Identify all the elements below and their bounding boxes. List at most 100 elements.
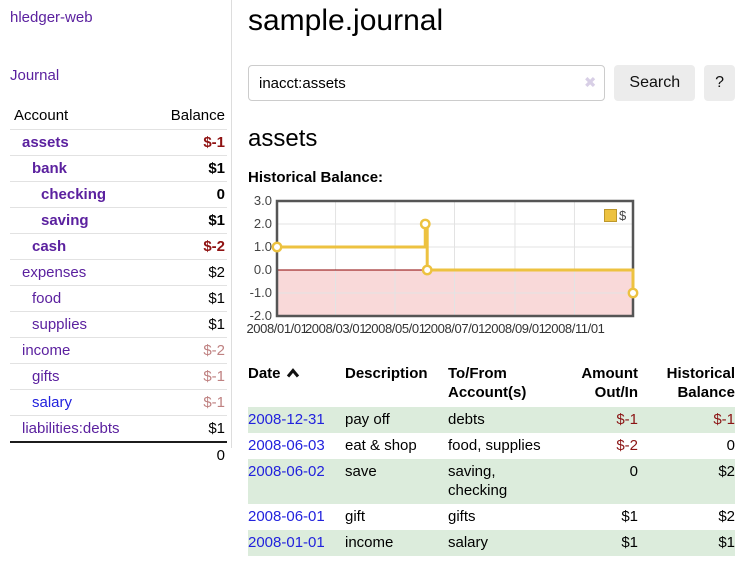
transaction-date-link[interactable]: 2008-12-31 [248,411,325,428]
account-row: cash $-2 [10,233,227,260]
transaction-row: 2008-06-01 gift gifts $1 $2 [248,504,735,530]
account-link[interactable]: food [32,290,62,307]
help-button[interactable]: ? [704,65,735,101]
account-row: food $1 [10,285,227,312]
account-name-cell: salary [10,390,150,416]
column-header-description: Description [345,365,428,382]
x-axis-tick-label: 2008/09/01 [484,321,546,336]
transaction-amount-cell: $-1 [616,411,638,428]
account-link[interactable]: cash [32,238,67,255]
account-balance: $1 [208,420,225,437]
y-axis-tick-label: 3.0 [253,193,272,208]
transaction-date-link-cell: 2008-06-01 [248,504,345,530]
account-balance: $1 [208,316,225,333]
clear-search-icon[interactable]: ✖ [583,74,597,92]
account-link[interactable]: saving [41,212,89,229]
account-link[interactable]: salary [32,394,73,411]
y-axis-tick-label: -1.0 [249,285,272,300]
transaction-amount-cell: $-2 [616,437,638,454]
y-axis-tick-label: 2.0 [253,216,272,231]
account-link[interactable]: liabilities:debts [22,420,120,437]
account-link[interactable]: expenses [22,264,87,281]
account-link[interactable]: gifts [32,368,60,385]
account-link[interactable]: income [22,342,71,359]
transaction-amount-cell: 0 [629,463,638,480]
account-link[interactable]: checking [41,186,107,203]
account-row: checking 0 [10,181,227,208]
account-link[interactable]: assets [22,134,69,151]
column-header-date[interactable]: Date [248,362,345,407]
account-name-cell: food [10,286,150,312]
account-row: income $-2 [10,337,227,364]
account-name-cell: assets [10,130,150,156]
x-axis-tick-label: 2008/03/01 [304,321,367,336]
account-link[interactable]: bank [32,160,68,177]
transaction-date-link-cell: 2008-01-01 [248,530,345,556]
accounts-total-row: 0 [10,442,227,468]
account-balance: $1 [208,290,225,307]
transaction-row: 2008-06-02 save saving, checking 0 $2 [248,459,735,504]
accounts-table: Account Balance assets $-1 bank $1 checking 0… [10,103,227,468]
column-header-balance: Historical Balance [666,365,735,401]
transaction-balance-cell: $1 [718,534,735,551]
column-header-accounts: To/From Account(s) [448,365,527,401]
transactions-body: 2008-12-31 pay off debts $-1 $-1 2008-06-03 ea… [248,407,735,556]
x-axis-tick-label: 2008/07/01 [423,321,486,336]
transaction-balance-cell: $-1 [713,411,735,428]
search-input[interactable] [248,65,606,101]
transaction-amount-cell: $1 [621,508,638,525]
chart-plot [271,199,639,318]
search-button[interactable]: Search [614,65,696,101]
account-link[interactable]: supplies [32,316,88,333]
sort-ascending-icon [286,365,300,382]
column-header-amount: Amount Out/In [581,365,638,401]
transaction-description-cell: gift [345,508,366,525]
account-name-cell: liabilities:debts [10,416,150,443]
y-axis-tick-label: -2.0 [249,308,272,323]
transaction-description-cell: eat & shop [345,437,417,454]
account-name-cell: checking [10,182,150,208]
account-balance: $-1 [203,134,225,151]
account-name-cell: expenses [10,260,150,286]
account-row: gifts $-1 [10,363,227,390]
accounts-header-balance: Balance [170,107,225,124]
transaction-row: 2008-06-03 eat & shop food, supplies $-2 0 [248,433,735,459]
x-axis-tick-label: 2008/11/01 [544,321,605,336]
y-axis-tick-label: 1.0 [253,239,272,254]
transaction-date-link[interactable]: 2008-01-01 [248,534,325,551]
transaction-date-link-cell: 2008-06-03 [248,433,345,459]
account-row: assets $-1 [10,129,227,156]
account-name-cell: cash [10,234,150,260]
account-name-cell: income [10,338,150,364]
account-name-cell: bank [10,156,150,182]
account-row: saving $1 [10,207,227,234]
transaction-accounts-cell: gifts [448,508,476,525]
transaction-date-link[interactable]: 2008-06-03 [248,437,325,454]
app-title-link[interactable]: hledger-web [10,9,93,26]
transaction-date-link[interactable]: 2008-06-01 [248,508,325,525]
transaction-accounts-cell: saving, checking [448,463,508,499]
transaction-accounts-cell: salary [448,534,489,551]
account-name-cell: gifts [10,364,150,390]
transaction-row: 2008-01-01 income salary $1 $1 [248,530,735,556]
y-axis-tick-label: 0.0 [253,262,272,277]
accounts-header-row: Account Balance [10,103,227,130]
transaction-balance-cell: $2 [718,508,735,525]
account-row: bank $1 [10,155,227,182]
main-content: sample.journal ✖ Search ? assets Histori… [246,0,735,556]
transaction-balance-cell: 0 [726,437,735,454]
transaction-accounts-cell: food, supplies [448,437,541,454]
transactions-table: Date Description To/From Account(s) Amou… [248,362,735,556]
x-axis-tick-label: 2008/01/01 [246,321,308,336]
transaction-description-cell: income [345,534,394,551]
transaction-date-link[interactable]: 2008-06-02 [248,463,325,480]
transaction-row: 2008-12-31 pay off debts $-1 $-1 [248,407,735,433]
column-header-date-label: Date [248,365,281,382]
legend-label: $ [619,208,627,223]
search-input-wrap: ✖ [248,65,606,101]
transaction-amount-cell: $1 [621,534,638,551]
sidebar-item-journal[interactable]: Journal [10,67,60,84]
account-balance: $-2 [203,342,225,359]
account-heading: assets [248,125,318,152]
sidebar: hledger-web Journal Account Balance asse… [0,0,232,464]
